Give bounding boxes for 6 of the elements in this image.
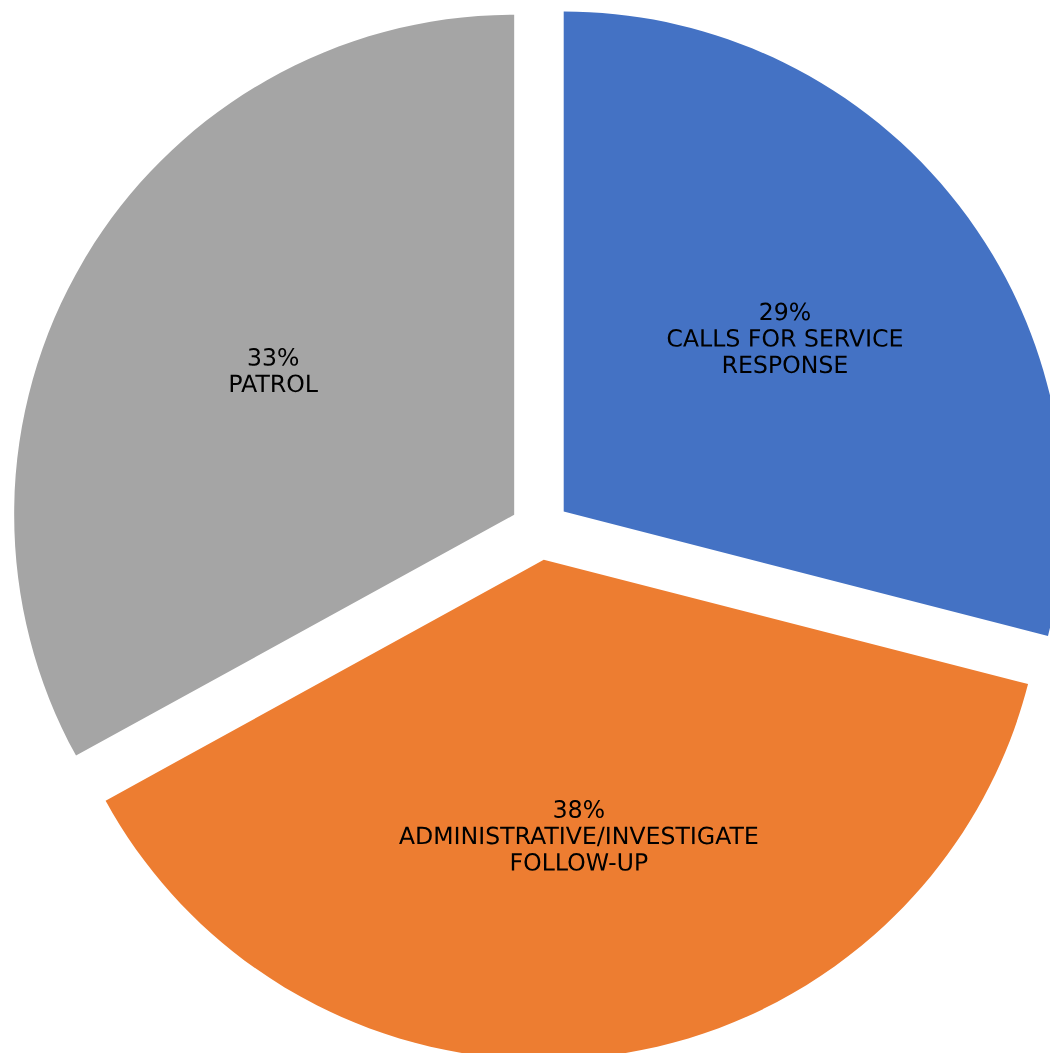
data-label: 33% — [248, 347, 299, 366]
data-label: 38% — [554, 800, 604, 818]
slice-label: CALLS FOR SERVICE RESPONSE — [667, 328, 902, 374]
slice-label: PATROL — [230, 374, 318, 393]
data-label: 29% — [760, 302, 810, 321]
slice-label: ADMINISTRATIVE/INVESTIGATE FOLLOW-UP — [399, 826, 758, 871]
